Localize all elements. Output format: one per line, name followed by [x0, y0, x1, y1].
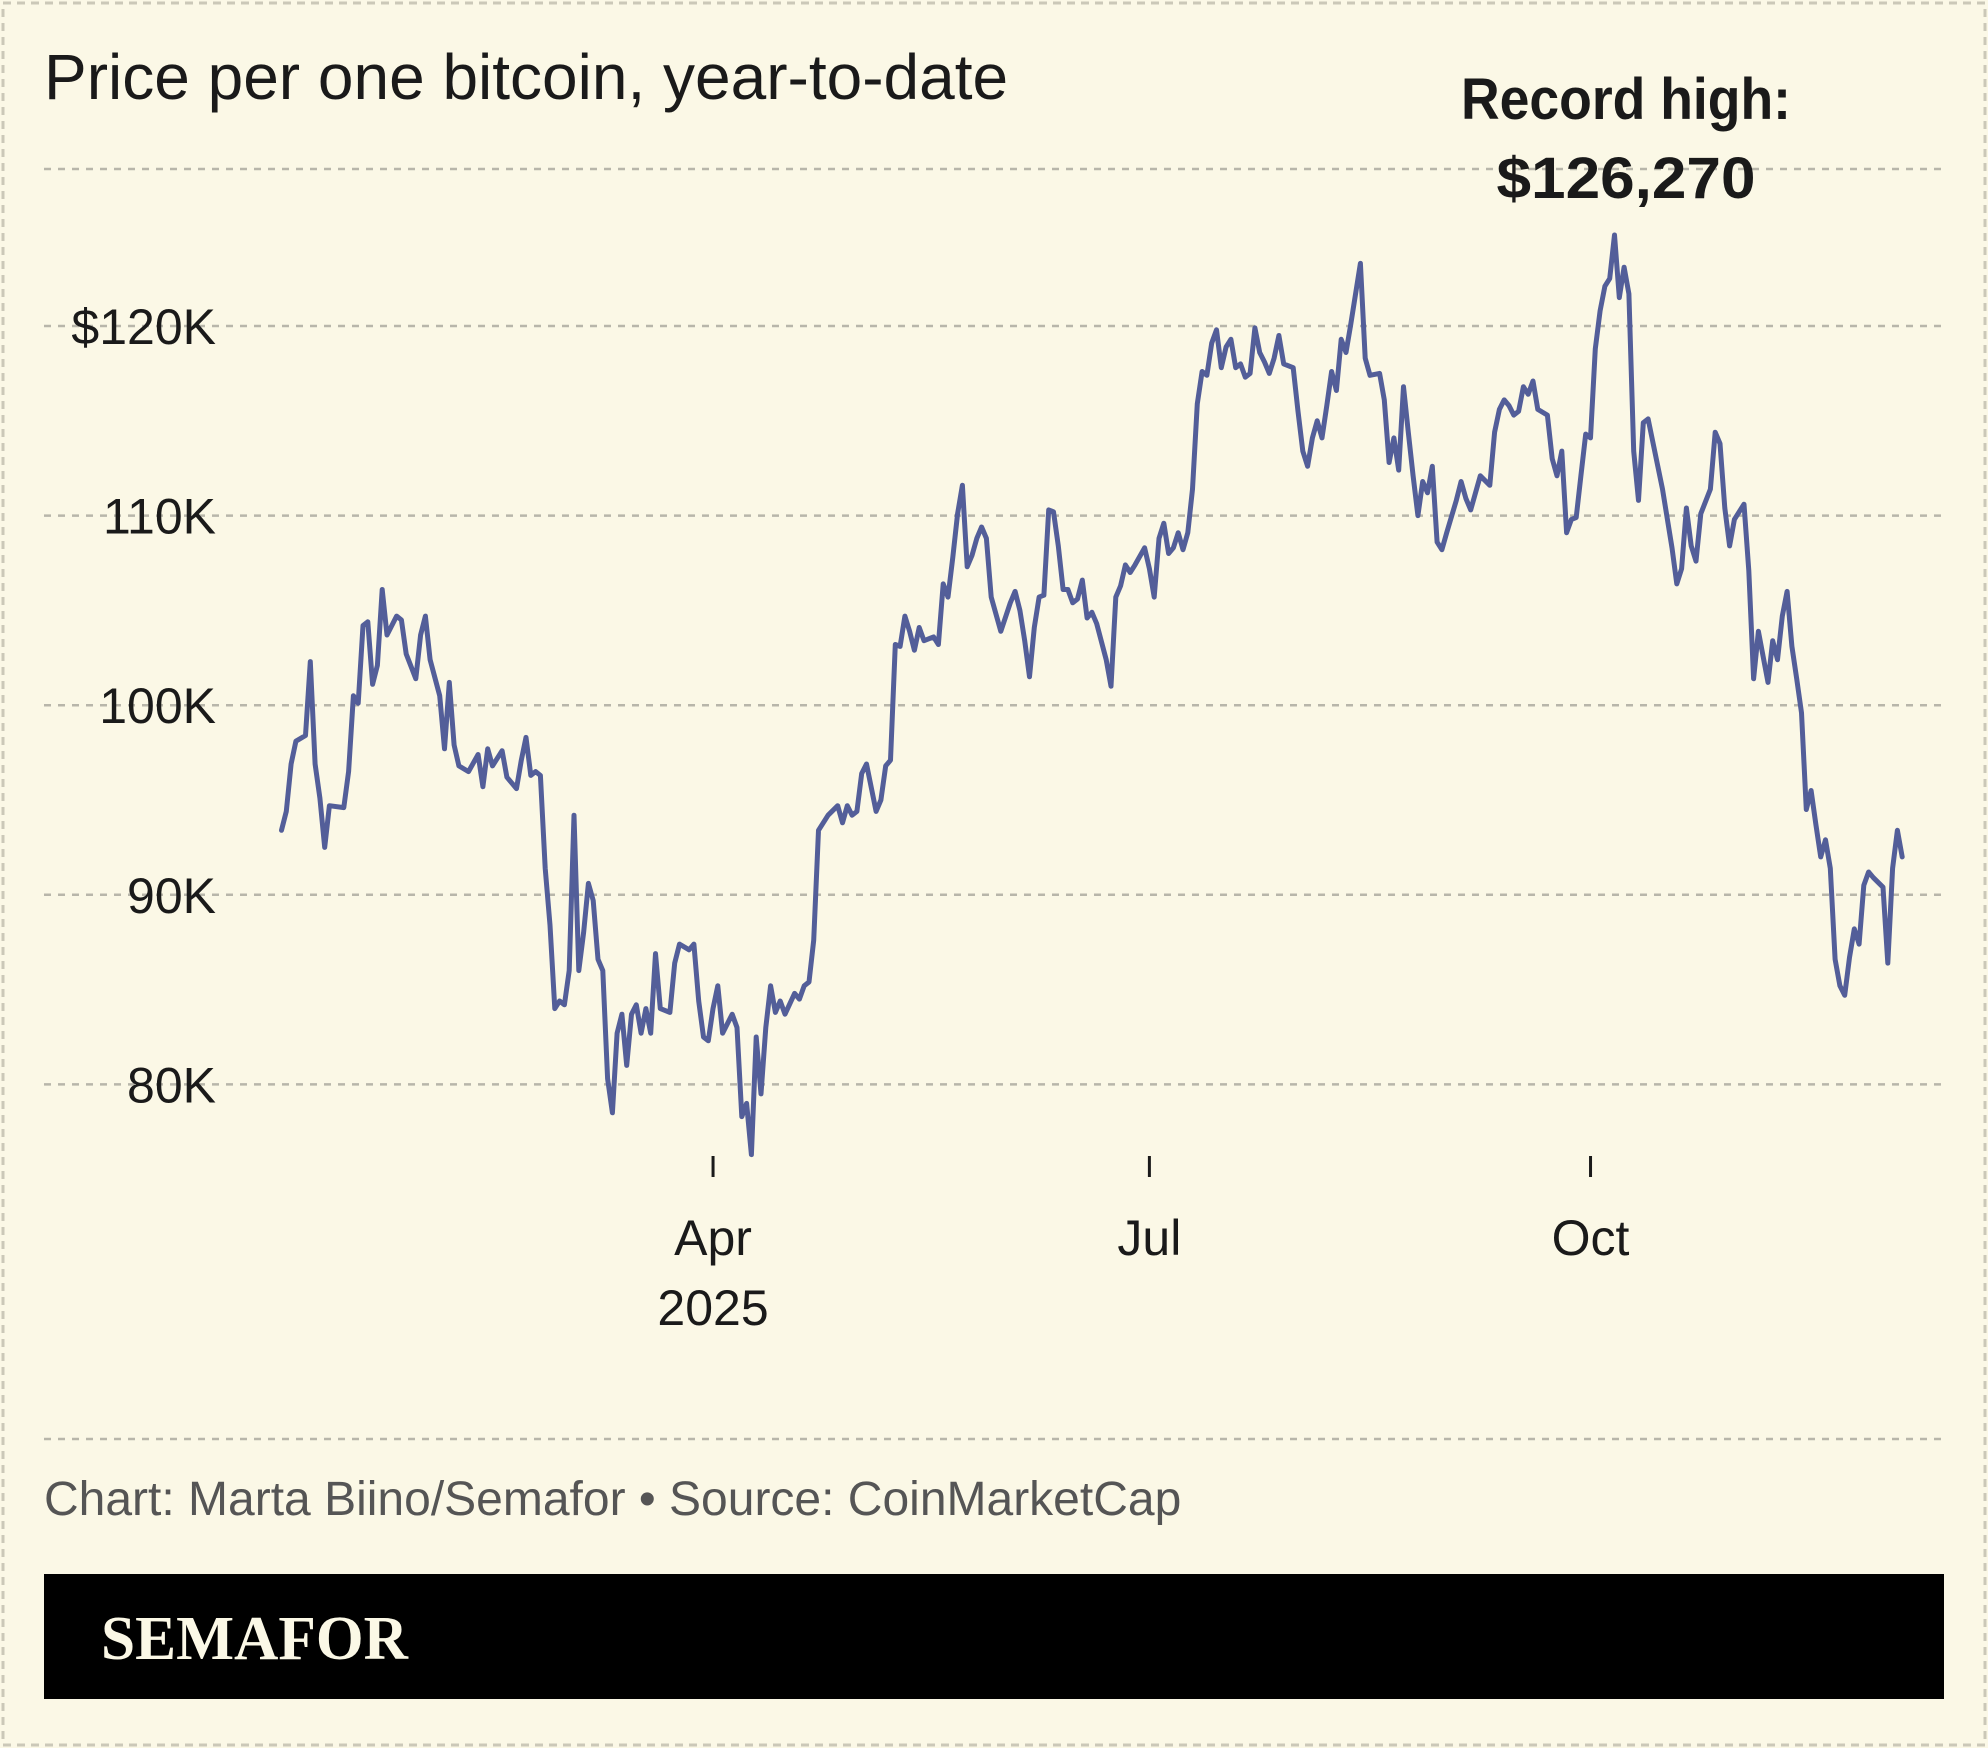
series-line-bitcoin-price — [279, 232, 1905, 1158]
y-tick-label: 90K — [127, 868, 216, 924]
chart-title: Price per one bitcoin, year-to-date — [44, 41, 1008, 113]
gridlines — [44, 324, 1944, 1086]
y-tick-label: 110K — [103, 489, 216, 545]
x-axis: Apr 2025 Jul Oct — [657, 1156, 1630, 1336]
y-tick-label: 100K — [99, 678, 216, 734]
x-tick-label: Apr — [674, 1210, 752, 1266]
record-high-label: Record high: — [1461, 67, 1791, 132]
y-axis-labels: $120K 110K 100K 90K 80K — [71, 299, 216, 1113]
y-tick-label: 80K — [127, 1057, 216, 1113]
x-tick-label: Jul — [1117, 1210, 1181, 1266]
y-tick-label: $120K — [71, 299, 216, 355]
x-tick-label: Oct — [1552, 1210, 1630, 1266]
semafor-logo: SEMAFOR — [101, 1605, 409, 1673]
x-tick-year-label: 2025 — [657, 1280, 768, 1336]
brand-banner — [44, 1574, 1944, 1699]
source-credit: Chart: Marta Biino/Semafor • Source: Coi… — [44, 1473, 1181, 1526]
record-high-value: $126,270 — [1497, 146, 1756, 211]
